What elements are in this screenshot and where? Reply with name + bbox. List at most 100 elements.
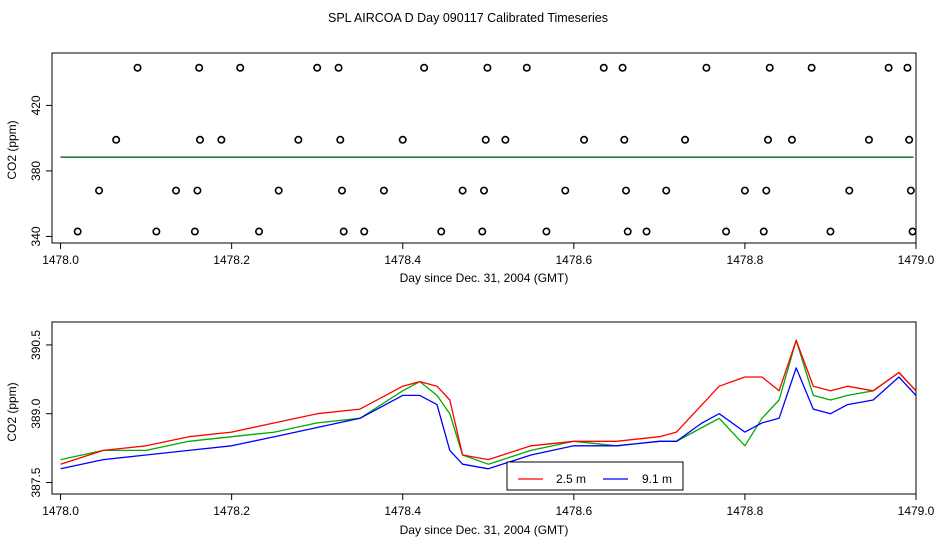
calibration-point (906, 186, 915, 195)
calibration-point (360, 227, 369, 236)
top-x-tick-label-1478-0: 1478.0 (42, 253, 79, 267)
top-calibration-points (73, 63, 917, 236)
bottom-series-line-2-5-m (60, 339, 917, 465)
top-x-tick-label-1478-2: 1478.2 (213, 253, 250, 267)
calibration-point (762, 186, 771, 195)
calibration-point (193, 186, 202, 195)
bot-x-tick-label-1478-0: 1478.0 (42, 504, 79, 518)
top-x-tick-label-1478-4: 1478.4 (384, 253, 421, 267)
bot-x-tick-label-1479-0: 1479.0 (898, 504, 935, 518)
top-plot-frame (51, 52, 917, 244)
calibration-point (479, 186, 488, 195)
calibration-point (95, 186, 104, 195)
top-y-tick-label-420: 420 (29, 95, 43, 115)
top-y-tick-label-340: 340 (29, 226, 43, 246)
calibration-point (398, 135, 407, 144)
calibration-point (190, 227, 199, 236)
calibration-point (740, 186, 749, 195)
top-y-axis-label: CO2 (ppm) (5, 120, 19, 179)
calibration-point (112, 135, 121, 144)
calibration-point (195, 63, 204, 72)
calibration-point (722, 227, 731, 236)
calibration-point (334, 63, 343, 72)
calibration-point (195, 135, 204, 144)
top-x-axis: 1478.0 1478.2 1478.4 1478.6 1478.8 1479.0 (42, 243, 935, 267)
calibration-point (420, 63, 429, 72)
legend-box (506, 461, 684, 491)
top-y-axis: 340 380 420 (29, 95, 52, 246)
calibration-point (437, 227, 446, 236)
calibration-point (379, 186, 388, 195)
calibration-point (884, 63, 893, 72)
top-x-tick-label-1479-0: 1479.0 (898, 253, 935, 267)
calibration-point (764, 135, 773, 144)
calibration-point (826, 227, 835, 236)
top-y-tick-label-380: 380 (29, 161, 43, 181)
bottom-x-axis: 1478.0 1478.2 1478.4 1478.6 1478.8 1479.0 (42, 494, 935, 518)
calibration-point (905, 135, 914, 144)
bot-y-tick-label-390-5: 390.5 (29, 330, 43, 360)
top-panel: 1478.0 1478.2 1478.4 1478.6 1478.8 1479.0 340… (5, 52, 935, 285)
calibration-point (458, 186, 467, 195)
calibration-point (478, 227, 487, 236)
calibration-point (255, 227, 264, 236)
calibration-point (681, 135, 690, 144)
bottom-y-axis-label: CO2 (ppm) (5, 382, 19, 441)
calibration-point (339, 227, 348, 236)
bot-x-tick-label-1478-8: 1478.8 (727, 504, 764, 518)
calibration-point (903, 63, 912, 72)
top-x-axis-label: Day since Dec. 31, 2004 (GMT) (400, 271, 569, 285)
calibration-point (662, 186, 671, 195)
bottom-series-line-9-1-m (60, 367, 917, 470)
bot-y-tick-label-389-0: 389.0 (29, 398, 43, 428)
calibration-point (336, 135, 345, 144)
calibration-point (580, 135, 589, 144)
calibration-point (294, 135, 303, 144)
calibration-point (642, 227, 651, 236)
bot-x-tick-label-1478-4: 1478.4 (384, 504, 421, 518)
bottom-x-axis-label: Day since Dec. 31, 2004 (GMT) (400, 523, 569, 537)
calibration-point (274, 186, 283, 195)
calibration-point (845, 186, 854, 195)
calibration-point (561, 186, 570, 195)
figure-title: SPL AIRCOA D Day 090117 Calibrated Times… (328, 11, 608, 25)
bottom-series-line-green (60, 339, 917, 465)
bottom-plot-frame (51, 321, 917, 495)
calibration-point (542, 227, 551, 236)
calibration-point (236, 63, 245, 72)
bot-y-tick-label-387-5: 387.5 (29, 467, 43, 497)
bot-x-tick-label-1478-6: 1478.6 (555, 504, 592, 518)
calibration-point (337, 186, 346, 195)
calibration-point (765, 63, 774, 72)
calibration-point (807, 63, 816, 72)
calibration-point (217, 135, 226, 144)
calibration-point (787, 135, 796, 144)
calibration-point (620, 135, 629, 144)
top-x-tick-label-1478-6: 1478.6 (555, 253, 592, 267)
bottom-y-axis: 387.5 389.0 390.5 (29, 330, 52, 498)
calibration-point (759, 227, 768, 236)
calibration-point (522, 63, 531, 72)
bot-x-tick-label-1478-2: 1478.2 (213, 504, 250, 518)
calibration-point (702, 63, 711, 72)
calibration-point (133, 63, 142, 72)
legend-label-9-1m: 9.1 m (642, 472, 672, 486)
calibration-point (501, 135, 510, 144)
calibration-point (483, 63, 492, 72)
calibration-point (908, 227, 917, 236)
calibration-point (172, 186, 181, 195)
calibration-point (73, 227, 82, 236)
legend-label-2-5m: 2.5 m (556, 472, 586, 486)
bottom-series-group (60, 339, 917, 470)
top-x-tick-label-1478-8: 1478.8 (727, 253, 764, 267)
calibration-point (618, 63, 627, 72)
calibration-point (152, 227, 161, 236)
calibration-point (623, 227, 632, 236)
calibration-point (599, 63, 608, 72)
calibration-point (622, 186, 631, 195)
legend: 2.5 m 9.1 m (506, 461, 684, 491)
bottom-panel: 1478.0 1478.2 1478.4 1478.6 1478.8 1479.0 387… (5, 321, 935, 537)
calibration-point (313, 63, 322, 72)
calibration-point (864, 135, 873, 144)
